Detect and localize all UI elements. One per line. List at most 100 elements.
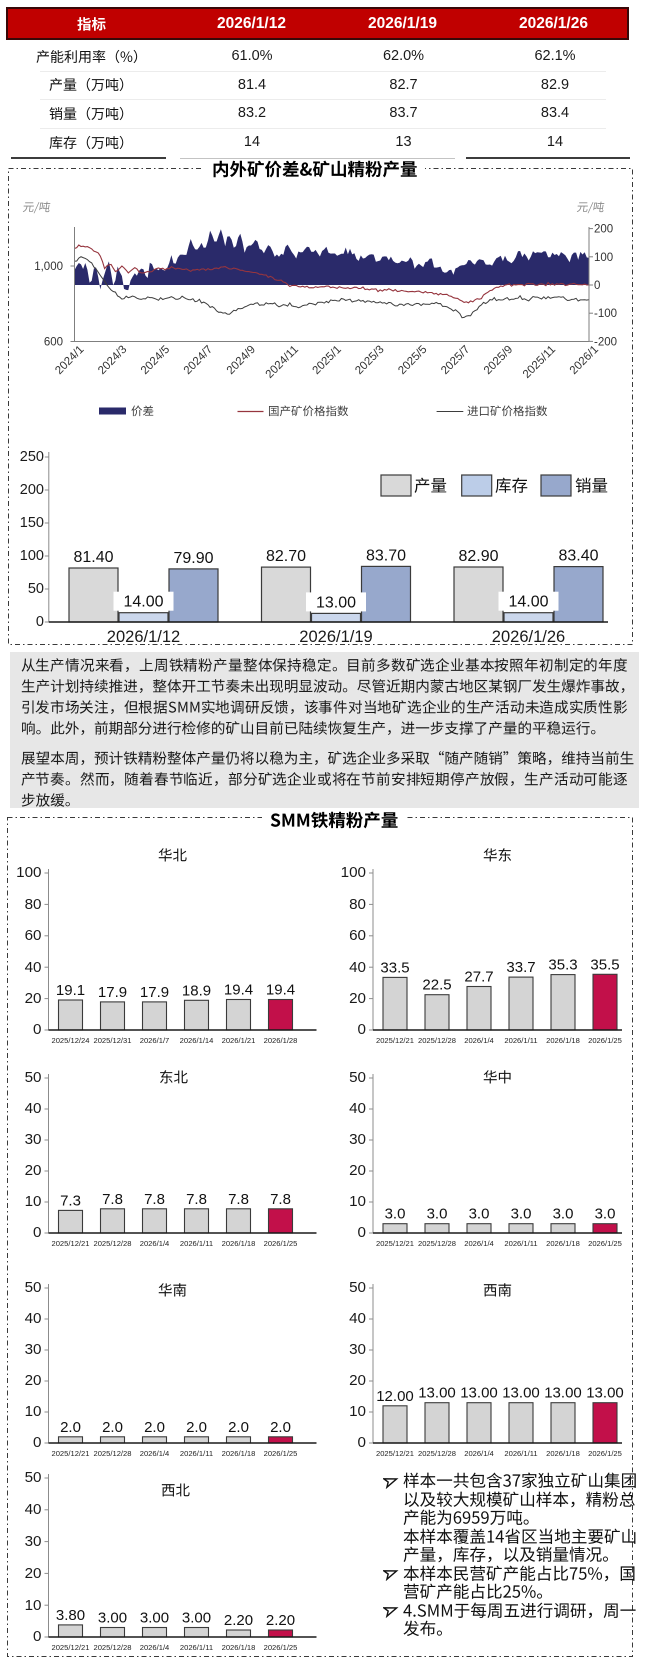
svg-text:3.0: 3.0 [595,1206,616,1223]
svg-text:7.8: 7.8 [228,1191,249,1208]
svg-text:83.40: 83.40 [558,548,598,565]
svg-text:2026/1/18: 2026/1/18 [546,1449,580,1458]
svg-text:2.0: 2.0 [144,1419,165,1436]
svg-text:2026/1/21: 2026/1/21 [222,1036,256,1045]
svg-text:2025/12/28: 2025/12/28 [418,1239,456,1248]
svg-text:2024/11: 2024/11 [264,344,301,381]
svg-text:2025/12/24: 2025/12/24 [51,1036,89,1045]
svg-text:2026/1/14: 2026/1/14 [180,1036,214,1045]
svg-text:13.00: 13.00 [316,594,356,611]
svg-text:2026/1/11: 2026/1/11 [504,1449,537,1458]
svg-text:2.0: 2.0 [270,1419,291,1436]
svg-text:3.0: 3.0 [385,1206,406,1223]
svg-text:27.7: 27.7 [464,969,493,986]
svg-text:2025/12/28: 2025/12/28 [93,1643,131,1652]
svg-text:2026/1/25: 2026/1/25 [264,1643,298,1652]
svg-text:2026/1/4: 2026/1/4 [464,1449,494,1458]
svg-text:2026/1/28: 2026/1/28 [264,1036,298,1045]
svg-text:2025/12/21: 2025/12/21 [51,1643,89,1652]
svg-text:22.5: 22.5 [422,977,451,994]
svg-text:3.00: 3.00 [140,1610,169,1627]
svg-text:1,000: 1,000 [34,261,63,273]
svg-text:13.00: 13.00 [544,1385,582,1402]
svg-text:35.3: 35.3 [548,957,577,974]
svg-text:2025/11: 2025/11 [521,344,558,381]
svg-text:2025/12/28: 2025/12/28 [418,1036,456,1045]
svg-text:7.8: 7.8 [144,1191,165,1208]
svg-text:2026/1/4: 2026/1/4 [140,1643,170,1652]
svg-text:600: 600 [44,337,63,349]
svg-text:2026/1/11: 2026/1/11 [180,1449,213,1458]
svg-text:7.8: 7.8 [102,1191,123,1208]
svg-text:2024/5: 2024/5 [139,344,172,377]
svg-text:82.90: 82.90 [458,548,498,565]
svg-text:2025/1: 2025/1 [311,344,344,377]
svg-text:2026/1/18: 2026/1/18 [546,1036,580,1045]
svg-text:2026/1/25: 2026/1/25 [264,1239,298,1248]
svg-text:2026/1/11: 2026/1/11 [180,1239,213,1248]
svg-text:2026/1/11: 2026/1/11 [504,1036,537,1045]
svg-text:82.70: 82.70 [266,548,306,565]
svg-text:2025/9: 2025/9 [482,344,515,377]
svg-text:2.0: 2.0 [228,1419,249,1436]
svg-text:7.8: 7.8 [270,1191,291,1208]
svg-text:13.00: 13.00 [502,1385,540,1402]
svg-text:17.9: 17.9 [140,984,169,1001]
svg-text:2.0: 2.0 [60,1419,81,1436]
svg-text:2025/12/28: 2025/12/28 [418,1449,456,1458]
svg-text:3.80: 3.80 [56,1607,85,1624]
svg-text:2025/12/21: 2025/12/21 [51,1449,89,1458]
svg-text:2024/3: 2024/3 [96,344,129,377]
svg-text:2025/7: 2025/7 [439,344,472,377]
svg-text:2025/3: 2025/3 [353,344,386,377]
svg-text:13.00: 13.00 [418,1385,456,1402]
svg-text:2024/9: 2024/9 [225,344,258,377]
svg-text:17.9: 17.9 [98,984,127,1001]
svg-text:2025/12/28: 2025/12/28 [93,1239,131,1248]
svg-text:3.0: 3.0 [553,1206,574,1223]
svg-text:2.20: 2.20 [266,1612,295,1629]
svg-text:2026/1/18: 2026/1/18 [222,1643,256,1652]
svg-text:200: 200 [594,224,613,236]
svg-text:2026/1/18: 2026/1/18 [546,1239,580,1248]
svg-text:33.5: 33.5 [380,959,409,976]
svg-text:83.70: 83.70 [366,547,406,564]
svg-text:19.4: 19.4 [224,982,253,999]
svg-text:19.4: 19.4 [266,982,295,999]
svg-text:-100: -100 [594,308,617,320]
svg-text:18.9: 18.9 [182,982,211,999]
svg-text:0: 0 [594,280,600,292]
svg-text:100: 100 [594,252,613,264]
svg-text:2024/1: 2024/1 [53,344,86,377]
svg-text:3.0: 3.0 [511,1206,532,1223]
svg-text:2.0: 2.0 [102,1419,123,1436]
svg-text:14.00: 14.00 [123,594,163,611]
svg-text:81.40: 81.40 [73,549,113,566]
svg-text:2026/1/18: 2026/1/18 [222,1239,256,1248]
svg-text:35.5: 35.5 [590,956,619,973]
svg-text:3.00: 3.00 [182,1610,211,1627]
svg-text:2025/12/21: 2025/12/21 [376,1036,414,1045]
svg-text:2026/1/18: 2026/1/18 [222,1449,256,1458]
svg-text:2026/1/25: 2026/1/25 [588,1239,622,1248]
svg-text:2026/1/4: 2026/1/4 [140,1239,170,1248]
svg-text:3.0: 3.0 [469,1206,490,1223]
svg-text:2025/12/31: 2025/12/31 [93,1036,131,1045]
svg-text:2024/7: 2024/7 [182,344,215,377]
svg-text:2025/5: 2025/5 [396,344,429,377]
svg-text:2025/12/21: 2025/12/21 [376,1239,414,1248]
svg-text:2026/1/25: 2026/1/25 [588,1036,622,1045]
svg-text:2026/1/25: 2026/1/25 [588,1449,622,1458]
svg-text:3.00: 3.00 [98,1610,127,1627]
svg-text:2026/1/11: 2026/1/11 [180,1643,213,1652]
svg-text:2025/12/21: 2025/12/21 [376,1449,414,1458]
svg-text:2026/1/7: 2026/1/7 [140,1036,170,1045]
svg-text:7.3: 7.3 [60,1192,81,1209]
svg-text:3.0: 3.0 [427,1206,448,1223]
svg-text:2.0: 2.0 [186,1419,207,1436]
svg-text:12.00: 12.00 [376,1388,414,1405]
svg-text:33.7: 33.7 [506,959,535,976]
svg-text:7.8: 7.8 [186,1191,207,1208]
svg-text:2025/12/28: 2025/12/28 [93,1449,131,1458]
svg-text:2026/1/4: 2026/1/4 [464,1036,494,1045]
